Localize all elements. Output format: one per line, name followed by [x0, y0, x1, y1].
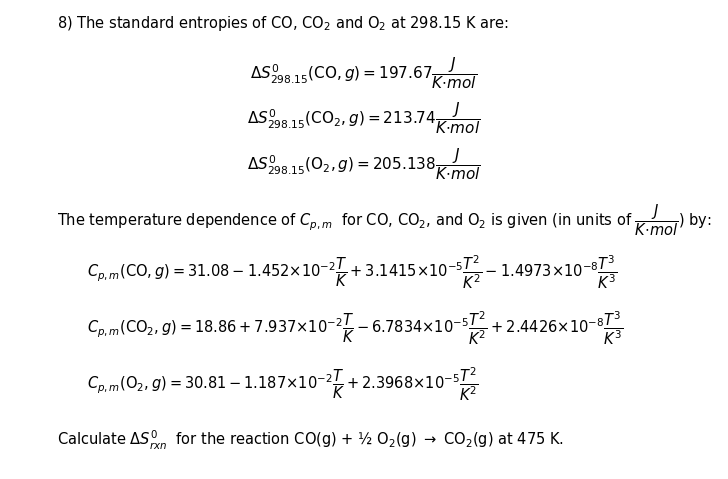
Text: 8) The standard entropies of CO, CO$_2$ and O$_2$ at 298.15 K are:: 8) The standard entropies of CO, CO$_2$ … [57, 14, 509, 34]
Text: $\Delta S^{0}_{298.15}(\mathrm{O_2},g)=205.138\dfrac{J}{K{\cdot}mol}$: $\Delta S^{0}_{298.15}(\mathrm{O_2},g)=2… [248, 146, 480, 182]
Text: $\Delta S^{0}_{298.15}(\mathrm{CO_2},g)=213.74\dfrac{J}{K{\cdot}mol}$: $\Delta S^{0}_{298.15}(\mathrm{CO_2},g)=… [248, 101, 480, 137]
Text: $C_{p,m}(\mathrm{CO},g)=31.08-1.452{\times}10^{-2}\dfrac{T}{K}+3.1415{\times}10^: $C_{p,m}(\mathrm{CO},g)=31.08-1.452{\tim… [87, 253, 618, 291]
Text: Calculate $\Delta S^{0}_{rxn}$  for the reaction CO(g) + ½ O$_2$(g) $\rightarrow: Calculate $\Delta S^{0}_{rxn}$ for the r… [57, 429, 563, 452]
Text: The temperature dependence of $C_{p,m}$  for CO, CO$_2$, and O$_2$ is given (in : The temperature dependence of $C_{p,m}$ … [57, 202, 711, 238]
Text: $C_{p,m}(\mathrm{CO_2},g)=18.86+7.937{\times}10^{-2}\dfrac{T}{K}-6.7834{\times}1: $C_{p,m}(\mathrm{CO_2},g)=18.86+7.937{\t… [87, 309, 623, 347]
Text: $C_{p,m}(\mathrm{O_2},g)=30.81-1.187{\times}10^{-2}\dfrac{T}{K}+2.3968{\times}10: $C_{p,m}(\mathrm{O_2},g)=30.81-1.187{\ti… [87, 365, 479, 403]
Text: $\Delta S^{0}_{298.15}(\mathrm{CO},g)=197.67\dfrac{J}{K{\cdot}mol}$: $\Delta S^{0}_{298.15}(\mathrm{CO},g)=19… [250, 55, 478, 91]
